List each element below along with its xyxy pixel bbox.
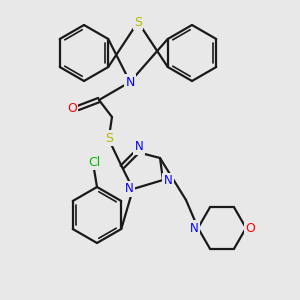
Text: N: N	[190, 221, 198, 235]
Text: Cl: Cl	[88, 155, 100, 169]
Text: S: S	[105, 131, 113, 145]
Text: N: N	[125, 76, 135, 88]
Text: N: N	[124, 182, 134, 196]
Text: N: N	[135, 140, 143, 154]
Text: N: N	[164, 175, 172, 188]
Text: S: S	[134, 16, 142, 28]
Text: O: O	[67, 101, 77, 115]
Text: O: O	[245, 221, 255, 235]
